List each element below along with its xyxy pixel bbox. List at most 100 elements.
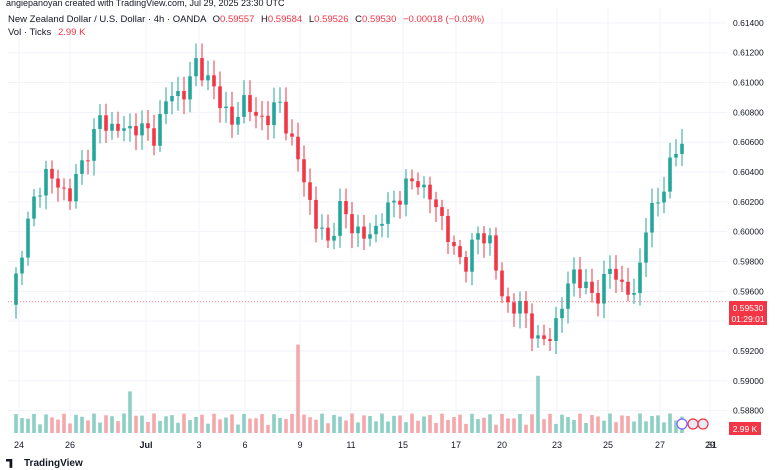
candle-body (332, 235, 336, 241)
time-tick-label: 15 (398, 440, 408, 450)
candle-body (374, 225, 378, 235)
candle-body (560, 308, 564, 319)
volume-bar (290, 413, 294, 433)
volume-legend[interactable]: Vol · Ticks 2.99 K (8, 27, 85, 38)
candle-body (242, 95, 246, 117)
volume-bar (200, 414, 204, 433)
candle-body (668, 157, 672, 192)
price-tick-label: 0.59800 (733, 257, 764, 267)
candle-body (368, 234, 372, 239)
price-tick-label: 0.60000 (733, 227, 764, 237)
volume-label[interactable]: Vol · Ticks (8, 27, 52, 38)
volume-bar (452, 417, 456, 433)
tradingview-logo[interactable]: TradingView (6, 458, 83, 469)
candle-body (422, 184, 426, 188)
countdown-badge: 01:29:01 (731, 314, 764, 324)
volume-bar (632, 421, 636, 433)
volume-bar (308, 417, 312, 433)
volume-badge: 2.99 K (733, 424, 758, 434)
us-flag-icon[interactable] (687, 418, 699, 430)
volume-bar (656, 415, 660, 433)
candle-body (590, 281, 594, 293)
candle-body (650, 202, 654, 233)
volume-bar (320, 413, 324, 433)
candle-body (50, 168, 54, 179)
candle-body (278, 101, 282, 103)
time-tick-label: 23 (552, 440, 562, 450)
candle-body (572, 269, 576, 284)
volume-bar (284, 418, 288, 433)
candle-body (236, 116, 240, 125)
volume-bar (110, 416, 114, 433)
candle-body (26, 218, 30, 258)
volume-bars (14, 344, 684, 433)
price-badges: 0.59530 01:29:01 2.99 K (676, 301, 767, 435)
volume-bar (482, 417, 486, 433)
candle-body (194, 58, 198, 77)
volume-bar (146, 421, 150, 433)
volume-bar (434, 423, 438, 433)
candle-body (362, 226, 366, 239)
candle-body (128, 126, 132, 129)
volume-bar (638, 413, 642, 433)
volume-bar (134, 415, 138, 433)
volume-bar (464, 423, 468, 433)
volume-bar (86, 420, 90, 433)
volume-bar (674, 420, 678, 433)
candle-body (602, 273, 606, 304)
candle-body (80, 160, 84, 174)
candle-body (110, 123, 114, 131)
price-tick-label: 0.59600 (733, 286, 764, 296)
candle-body (170, 96, 174, 102)
symbol-title[interactable]: New Zealand Dollar / U.S. Dollar · 4h · … (8, 14, 206, 25)
candle-body (230, 106, 234, 125)
candle-body (260, 115, 264, 117)
ohlc-low: 0.59526 (314, 14, 349, 25)
candle-body (548, 339, 552, 341)
candle-body (488, 235, 492, 244)
candle-body (458, 246, 462, 258)
volume-bar (56, 419, 60, 433)
candle-body (206, 75, 210, 81)
time-tick-label: 31 (707, 440, 717, 450)
candle-body (152, 128, 156, 146)
volume-bar (182, 413, 186, 433)
volume-bar (590, 415, 594, 433)
volume-bar (428, 415, 432, 433)
time-tick-label: 6 (242, 440, 247, 450)
volume-bar (248, 418, 252, 433)
volume-bar (188, 420, 192, 433)
candle-body (392, 200, 396, 203)
time-tick-label: 3 (196, 440, 201, 450)
ohlc-open: 0.59557 (220, 14, 255, 25)
candle-body (584, 281, 588, 289)
event-icon[interactable] (676, 418, 688, 430)
volume-bar (98, 422, 102, 433)
volume-bar (212, 413, 216, 433)
candle-body (122, 128, 126, 131)
candle-body (494, 235, 498, 271)
volume-bar (350, 413, 354, 433)
volume-bar (260, 414, 264, 433)
price-axis[interactable]: 0.61400 0.61200 0.61000 0.60800 0.60600 0.604… (733, 18, 764, 416)
volume-bar (644, 421, 648, 433)
event-icons[interactable] (676, 418, 709, 430)
candle-body (632, 293, 636, 295)
candle-body (596, 292, 600, 304)
candle-body (254, 111, 258, 116)
price-tick-label: 0.61000 (733, 78, 764, 88)
candle-body (164, 101, 168, 114)
symbol-legend[interactable]: New Zealand Dollar / U.S. Dollar · 4h · … (8, 14, 484, 25)
candle-body (32, 196, 36, 219)
us-flag-icon[interactable] (697, 418, 709, 430)
volume-bar (38, 424, 42, 433)
volume-bar (20, 418, 24, 433)
candle-body (452, 241, 456, 247)
candle-body (434, 199, 438, 208)
volume-bar (116, 421, 120, 433)
candle-body (656, 202, 660, 204)
volume-bar (206, 423, 210, 433)
volume-bar (152, 413, 156, 433)
